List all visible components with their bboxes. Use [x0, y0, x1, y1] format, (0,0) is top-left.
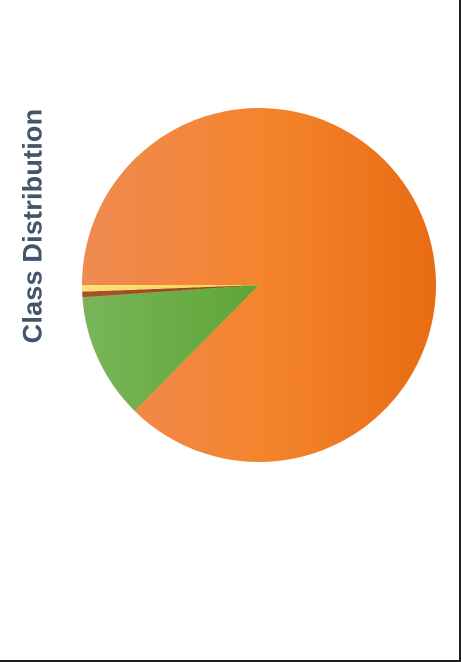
pie-slice-brown: [82, 285, 259, 298]
pie-slice-yellow: [82, 285, 259, 292]
pie-slice-green: [82, 285, 259, 411]
pie-slice-orange: [82, 107, 436, 462]
